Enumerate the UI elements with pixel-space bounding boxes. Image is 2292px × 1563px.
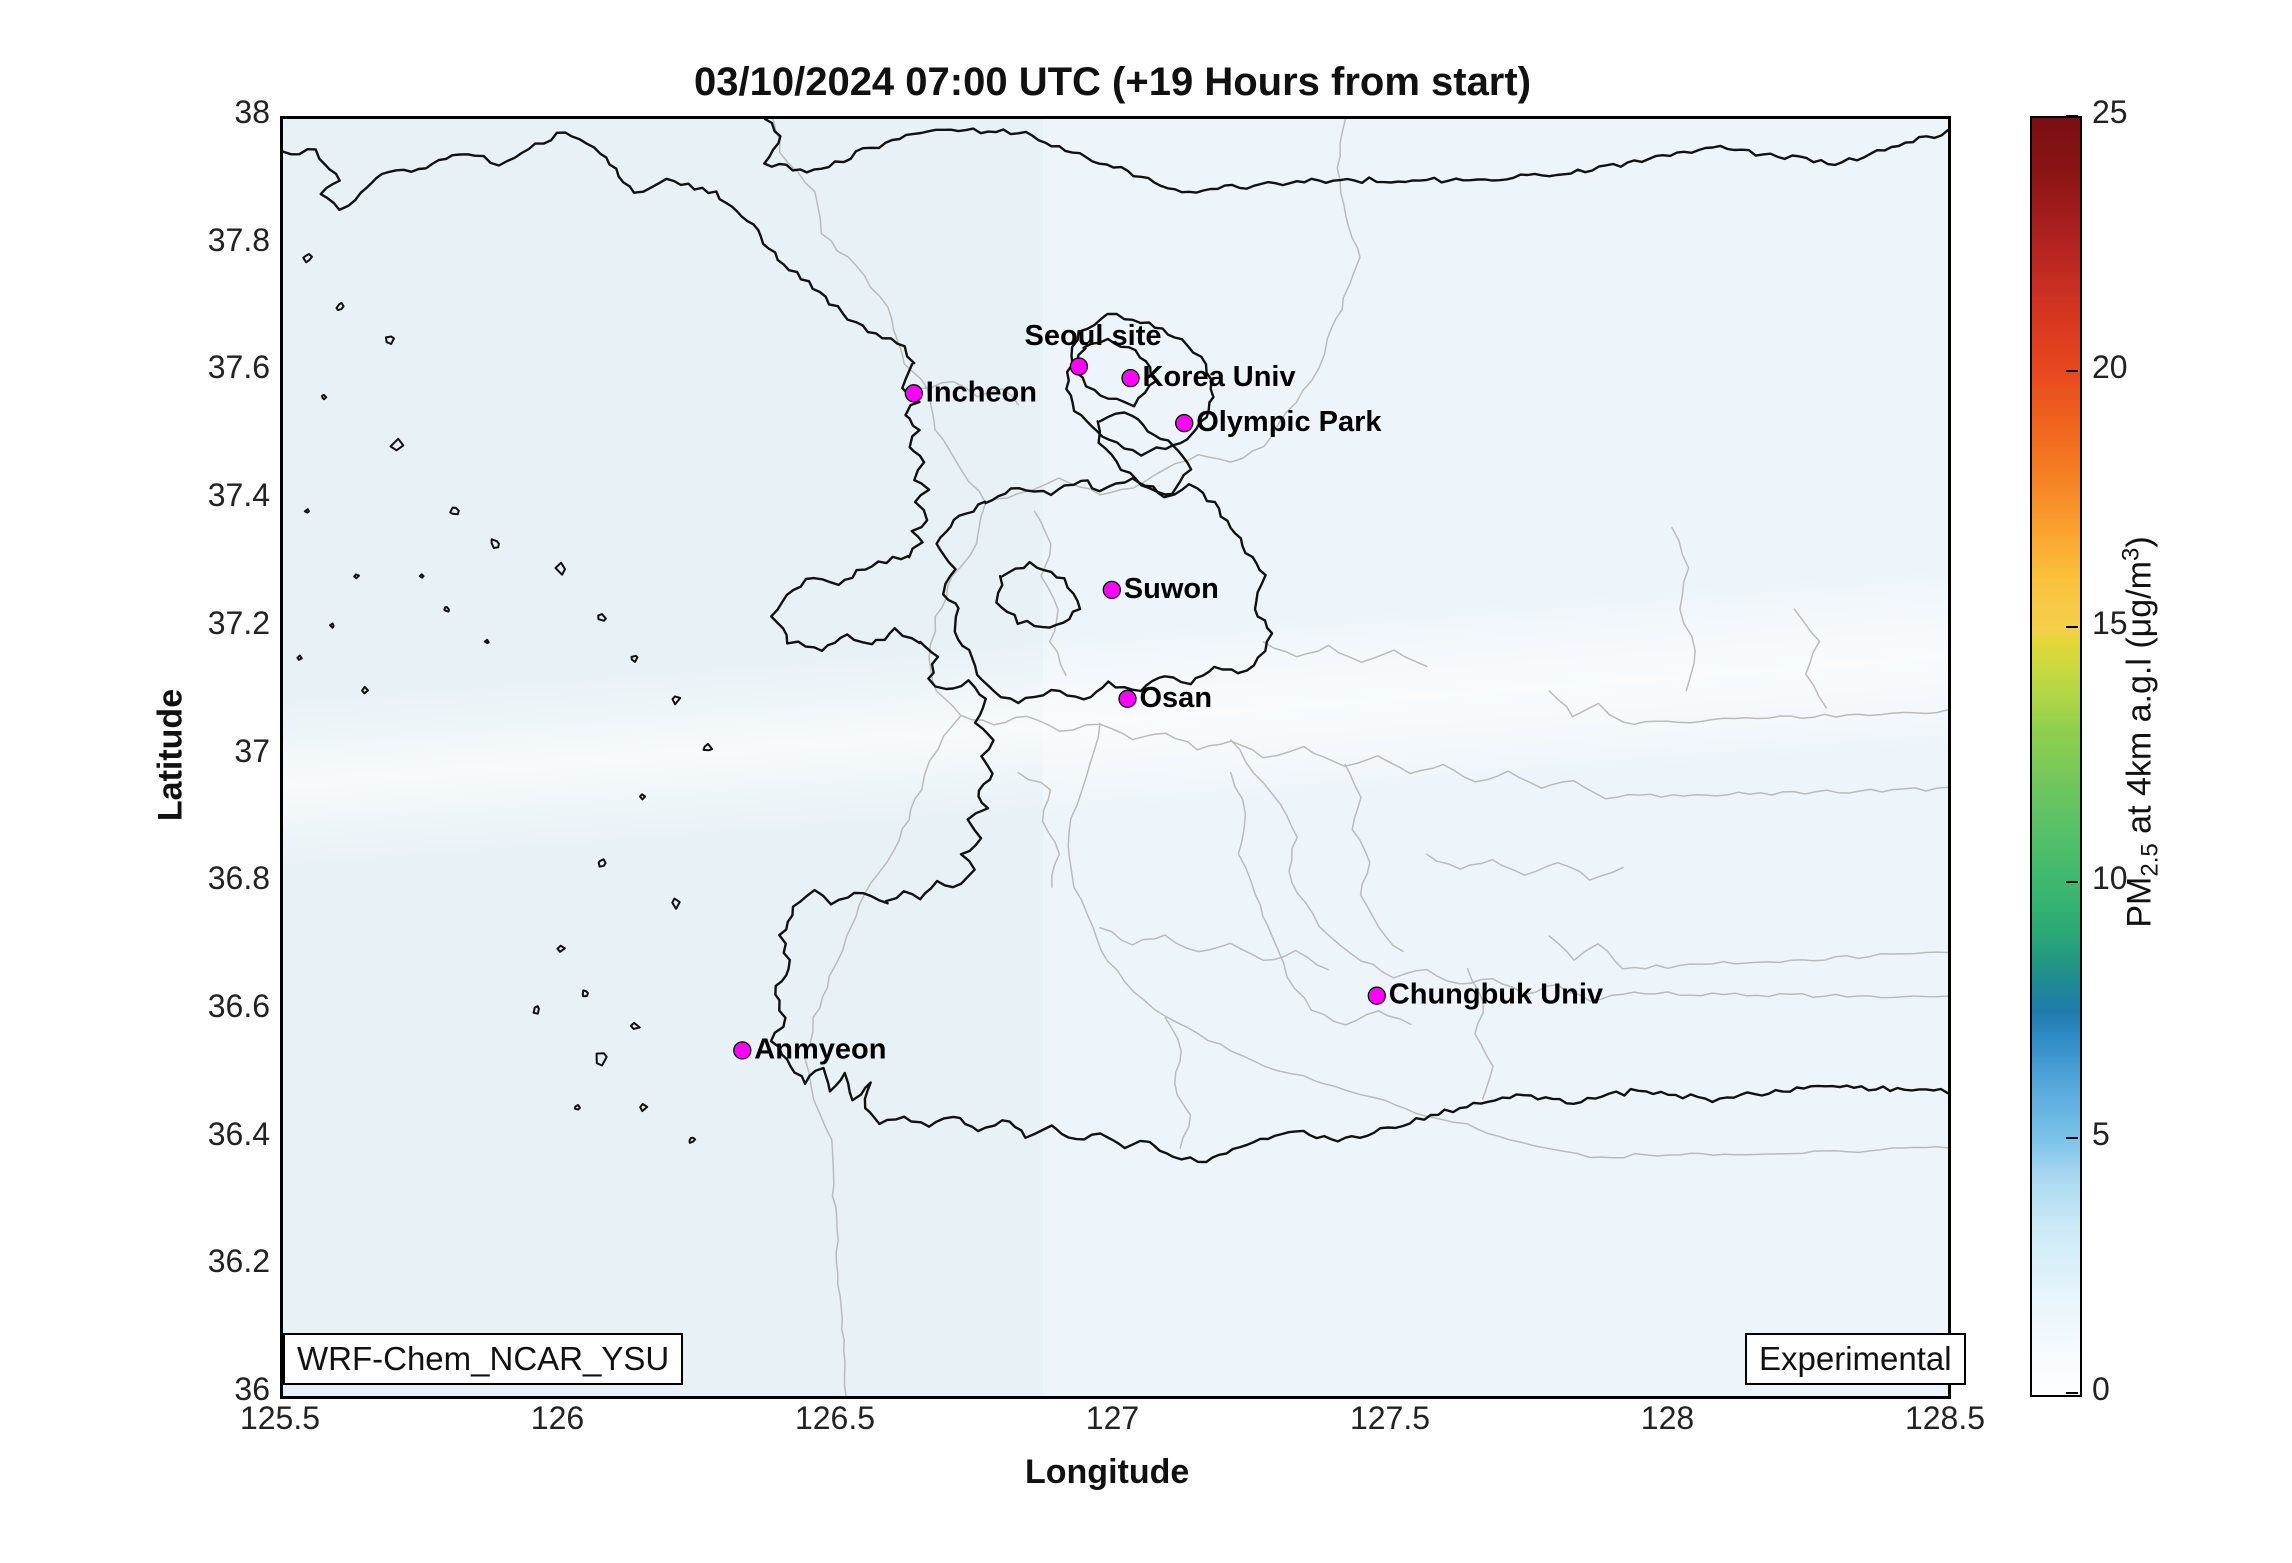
svg-text:Seoul site: Seoul site [1025,320,1162,352]
svg-text:Chungbuk Univ: Chungbuk Univ [1389,979,1603,1011]
svg-text:Osan: Osan [1140,682,1213,714]
svg-text:Suwon: Suwon [1124,573,1219,605]
svg-text:Incheon: Incheon [926,376,1037,408]
svg-text:Anmyeon: Anmyeon [754,1033,886,1065]
svg-text:Olympic Park: Olympic Park [1196,406,1382,438]
svg-text:Korea Univ: Korea Univ [1143,361,1296,393]
